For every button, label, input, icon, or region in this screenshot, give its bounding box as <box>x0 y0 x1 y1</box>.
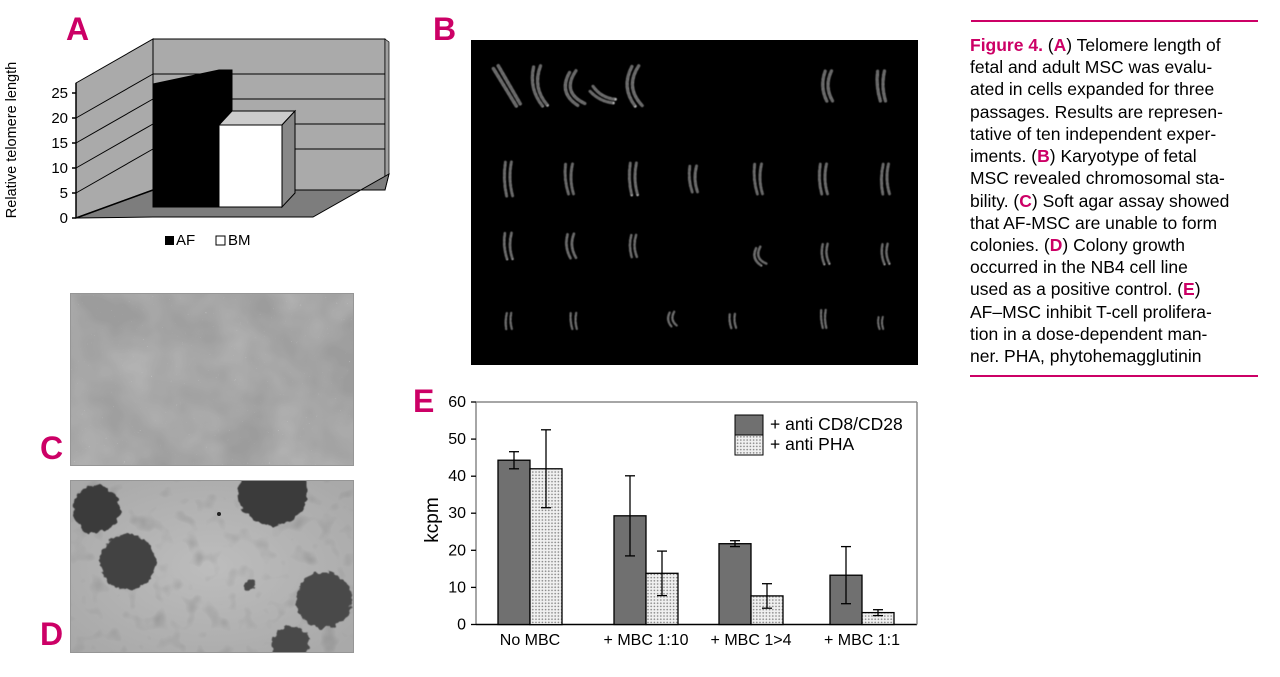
svg-text:20: 20 <box>448 542 466 559</box>
svg-text:+ MBC 1:1: + MBC 1:1 <box>824 632 900 649</box>
svg-text:0: 0 <box>457 617 466 634</box>
svg-text:+ MBC 1>4: + MBC 1>4 <box>711 632 792 649</box>
svg-text:10: 10 <box>448 579 466 596</box>
svg-text:30: 30 <box>448 505 466 522</box>
svg-text:kcpm: kcpm <box>422 497 443 542</box>
svg-text:50: 50 <box>448 431 466 448</box>
svg-text:60: 60 <box>448 394 466 411</box>
svg-text:+ anti PHA: + anti PHA <box>770 434 854 454</box>
svg-text:40: 40 <box>448 468 466 485</box>
svg-text:No MBC: No MBC <box>500 632 560 649</box>
svg-text:+ MBC 1:10: + MBC 1:10 <box>604 632 689 649</box>
svg-text:+ anti CD8/CD28: + anti CD8/CD28 <box>770 414 903 434</box>
